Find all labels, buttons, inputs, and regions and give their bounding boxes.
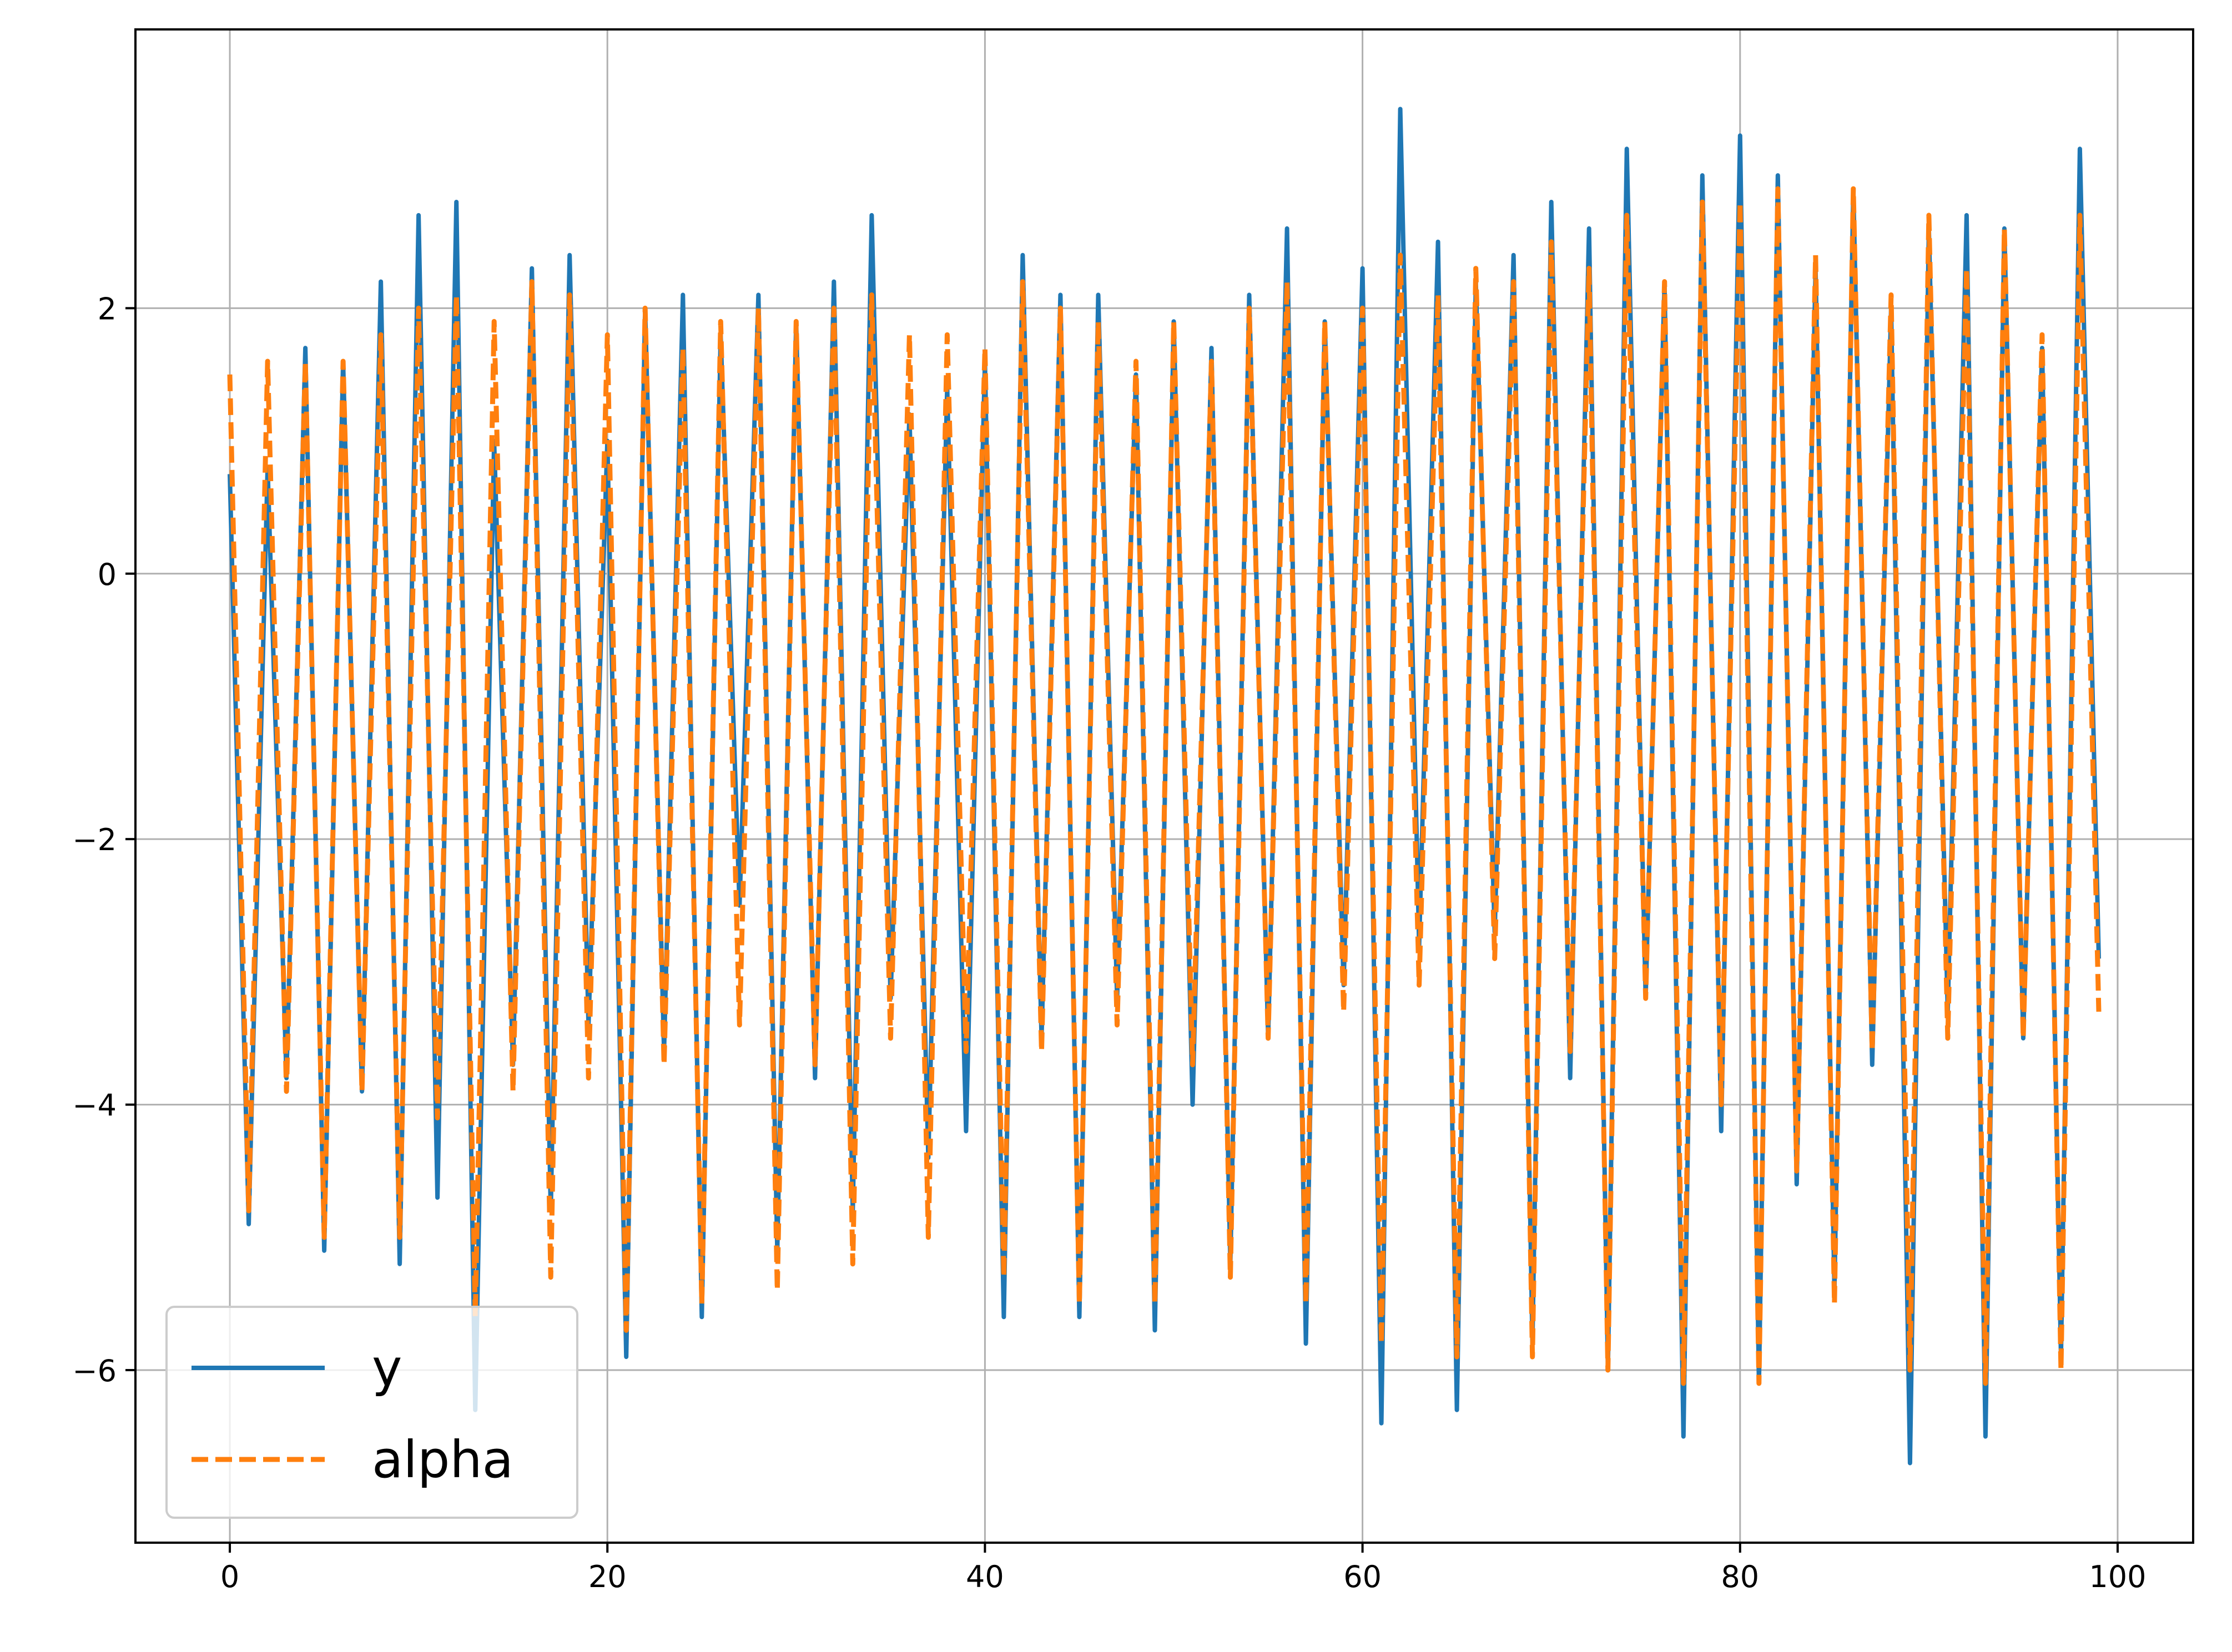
legend-label-y: y [372,1338,402,1398]
legend-box [165,1306,578,1519]
grid-lines [135,29,2193,1543]
legend-label-alpha: alpha [372,1430,513,1489]
x-tick-label: 100 [2089,1559,2146,1594]
x-tick-label: 40 [966,1559,1004,1594]
y-tick-label: −4 [72,1088,117,1123]
y-tick-label: −6 [72,1353,117,1388]
x-tick-label: 80 [1721,1559,1759,1594]
series-lines [227,107,2102,1466]
y-tick-label: 0 [98,557,117,592]
series-line-alpha [227,186,2102,1386]
x-tick-label: 60 [1343,1559,1382,1594]
x-tick-label: 20 [588,1559,627,1594]
y-tick-label: 2 [98,291,117,326]
x-tick-label: 0 [220,1559,239,1594]
plot-frame [134,28,2194,1544]
legend: y alpha [165,1306,578,1519]
y-tick-label: −2 [72,822,117,857]
